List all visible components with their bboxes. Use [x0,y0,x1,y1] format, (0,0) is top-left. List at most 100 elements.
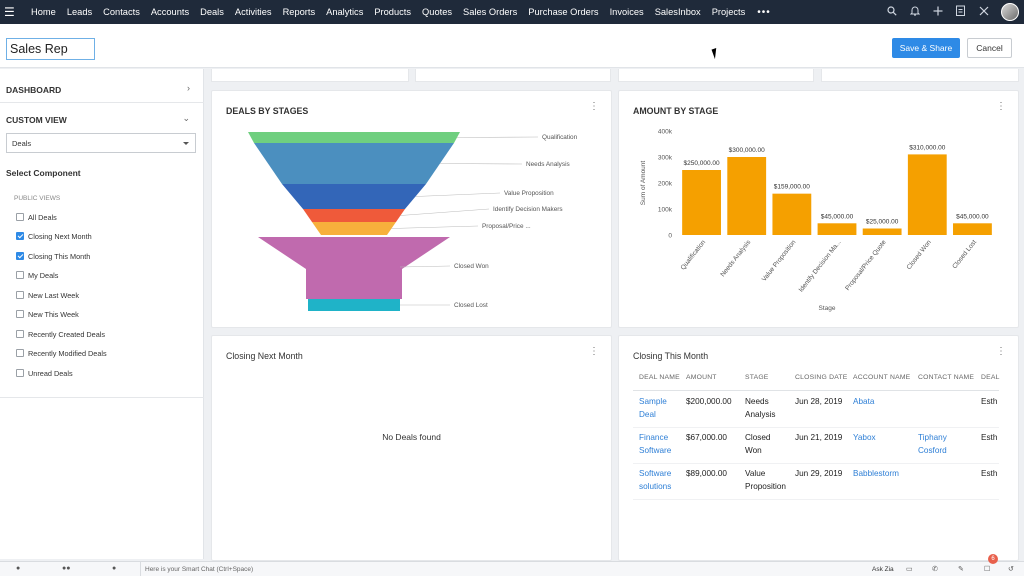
card-title: Closing This Month [633,351,709,361]
view-closing-this-month[interactable]: Closing This Month [16,250,90,262]
dashboard-name-input[interactable] [6,38,95,60]
column-header[interactable]: ACCOUNT NAME [853,374,911,381]
funnel-stage[interactable] [282,184,426,209]
bell-icon[interactable] [903,5,926,19]
view-label: New Last Week [28,290,79,300]
save-share-button[interactable]: Save & Share [892,38,960,58]
row-divider [633,463,999,464]
plus-icon[interactable] [926,6,949,19]
channels-icon[interactable]: ●● [62,565,71,572]
view-unread-deals[interactable]: Unread Deals [16,367,73,379]
bar[interactable] [817,223,857,235]
column-header[interactable]: DEAL [981,374,1000,381]
nav-invoices[interactable]: Invoices [609,7,644,17]
smart-chat-input[interactable]: Here is your Smart Chat (Ctrl+Space) [140,562,870,576]
checkbox-checked[interactable] [16,232,24,240]
bar[interactable] [682,170,721,235]
nav-home[interactable]: Home [31,7,56,17]
more-options-icon[interactable]: ⋮ [996,101,1006,112]
nav-leads[interactable]: Leads [66,7,93,17]
checkbox[interactable] [16,271,24,279]
chat-icon[interactable]: ● [16,565,21,572]
column-header[interactable]: DEAL NAME [639,374,680,381]
funnel-stage[interactable] [312,222,396,235]
account-name-link[interactable]: Yabox [853,433,876,442]
view-my-deals[interactable]: My Deals [16,269,58,281]
bar[interactable] [862,228,902,236]
phone-icon[interactable]: ✆ [932,566,938,573]
checkbox[interactable] [16,213,24,221]
checkbox[interactable] [16,349,24,357]
clipboard-icon[interactable] [949,5,972,19]
bar[interactable] [953,223,992,235]
x-tick-label: Closed Lost [951,239,978,271]
more-options-icon[interactable]: ⋮ [589,346,599,357]
view-all-deals[interactable]: All Deals [16,211,57,223]
more-options-icon[interactable]: ⋮ [996,346,1006,357]
nav-contacts[interactable]: Contacts [103,7,140,17]
view-recently-created-deals[interactable]: Recently Created Deals [16,328,105,340]
avatar[interactable] [1001,3,1019,21]
funnel-stage[interactable] [308,299,400,311]
chevron-down-icon[interactable]: ⌄ [182,113,190,123]
checkbox[interactable] [16,330,24,338]
checkbox[interactable] [16,310,24,318]
nav-salesinbox[interactable]: SalesInbox [654,7,701,17]
module-select[interactable]: Deals [6,133,196,153]
deal-name-link[interactable]: Sample Deal [639,397,667,419]
caret-down-icon [183,142,189,145]
nav-reports[interactable]: Reports [282,7,316,17]
public-views-label: PUBLIC VIEWS [14,195,61,202]
column-header[interactable]: CLOSING DATE [795,374,848,381]
checkbox[interactable] [16,291,24,299]
column-header[interactable]: AMOUNT [686,374,717,381]
deal-name-link[interactable]: Software solutions [639,469,672,491]
nav-projects[interactable]: Projects [711,7,746,17]
search-icon[interactable] [880,5,903,19]
view-closing-next-month[interactable]: Closing Next Month [16,230,92,242]
gamepad-icon[interactable]: ▭ [906,566,913,573]
nav-analytics[interactable]: Analytics [326,7,364,17]
checkbox-checked[interactable] [16,252,24,260]
nav-sales-orders[interactable]: Sales Orders [463,7,518,17]
nav-purchase-orders[interactable]: Purchase Orders [528,7,599,17]
nav-products[interactable]: Products [374,7,412,17]
chevron-right-icon[interactable]: › [187,83,190,93]
funnel-stage[interactable] [303,209,405,222]
funnel-stage[interactable] [258,237,450,299]
translate-icon[interactable]: ✎ [958,566,964,573]
cancel-button[interactable]: Cancel [967,38,1012,58]
more-icon[interactable]: ••• [757,6,771,18]
bar[interactable] [727,157,767,235]
account-name-link[interactable]: Babblestorm [853,469,899,478]
ask-zia-button[interactable]: Ask Zia [872,566,894,573]
funnel-stage-label: Closed Lost [454,302,488,309]
bar-value-label: $159,000.00 [774,184,811,191]
bar[interactable] [772,193,812,235]
deal-name-link[interactable]: Finance Software [639,433,672,455]
view-new-last-week[interactable]: New Last Week [16,289,79,301]
bar-value-label: $25,000.00 [866,219,899,226]
nav-deals[interactable]: Deals [200,7,224,17]
column-header[interactable]: CONTACT NAME [918,374,975,381]
funnel-stage[interactable] [248,132,460,143]
more-options-icon[interactable]: ⋮ [589,101,599,112]
column-header[interactable]: STAGE [745,374,769,381]
menu-icon[interactable]: ☰ [4,5,15,19]
history-icon[interactable]: ↺ [1008,566,1014,573]
contacts-icon[interactable]: ● [112,565,117,572]
checkbox[interactable] [16,369,24,377]
nav-quotes[interactable]: Quotes [422,7,453,17]
custom-view-section[interactable]: CUSTOM VIEW ⌄ [0,103,204,133]
dashboard-section[interactable]: DASHBOARD › [0,73,204,103]
view-new-this-week[interactable]: New This Week [16,308,79,320]
view-recently-modified-deals[interactable]: Recently Modified Deals [16,347,107,359]
account-name-link[interactable]: Abata [853,397,875,406]
tools-icon[interactable] [972,6,995,19]
notification-icon[interactable]: ☐ [984,566,991,573]
funnel-stage[interactable] [254,143,454,184]
nav-activities[interactable]: Activities [234,7,272,17]
nav-accounts[interactable]: Accounts [150,7,190,17]
bar[interactable] [907,154,947,235]
contact-name-link[interactable]: Tiphany Cosford [918,433,947,455]
